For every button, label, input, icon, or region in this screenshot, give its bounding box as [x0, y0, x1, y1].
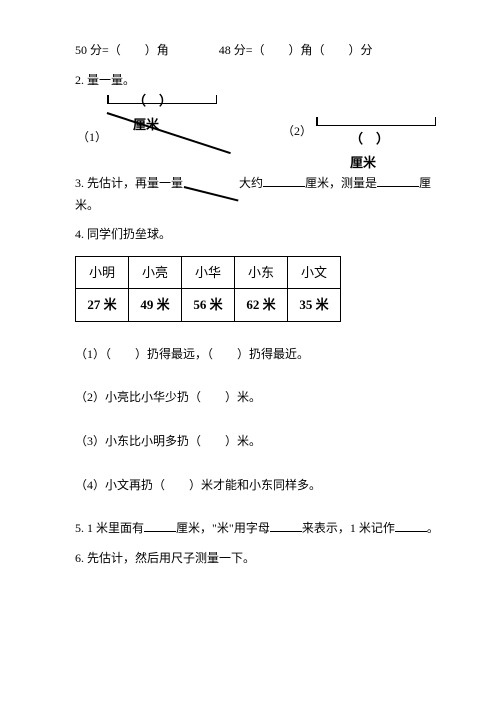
q5-mid1: 厘米，"米"用字母	[176, 521, 270, 535]
table-cell: 27 米	[76, 289, 129, 321]
question-1: 50 分=（ ）角 48 分=（ ）角（ ）分	[75, 40, 445, 62]
table-header: 小亮	[129, 256, 182, 288]
q3-line	[184, 186, 239, 201]
question-6: 6. 先估计，然后用尺子测量一下。	[75, 548, 445, 570]
q3-blank-2	[377, 174, 419, 187]
table-cell: 62 米	[235, 289, 288, 321]
q5-blank-3	[395, 519, 427, 532]
diagram-1-number: （1）	[77, 127, 107, 149]
q3-blank-1	[263, 174, 305, 187]
q4-sub4: （4）小文再扔（ ）米才能和小东同样多。	[75, 475, 445, 497]
q5-prefix: 5. 1 米里面有	[75, 521, 144, 535]
q5-mid2: 来表示，1 米记作	[302, 521, 395, 535]
q4-table: 小明 小亮 小华 小东 小文 27 米 49 米 56 米 62 米 35 米	[75, 256, 341, 322]
table-row: 27 米 49 米 56 米 62 米 35 米	[76, 289, 341, 321]
question-2-diagram: （ ）厘米 （1） （2） （ ）厘米	[75, 99, 445, 169]
diagram-2-number: （2）	[282, 121, 312, 143]
table-header: 小文	[288, 256, 341, 288]
question-5: 5. 1 米里面有 厘米，"米"用字母 来表示，1 米记作 。	[75, 518, 445, 540]
question-4-title: 4. 同学们扔垒球。	[75, 224, 445, 246]
q1-part-a: 50 分=（ ）角	[75, 40, 169, 62]
q5-blank-1	[144, 519, 176, 532]
diagram-1-label: （ ）厘米	[133, 89, 172, 136]
q3-prefix: 3. 先估计，再量一量	[75, 176, 183, 190]
diagram-2-label: （ ）厘米	[350, 127, 389, 174]
table-header: 小明	[76, 256, 129, 288]
q5-suffix: 。	[427, 521, 439, 535]
q3-unit1: 厘米，测量是	[305, 176, 377, 190]
q5-blank-2	[270, 519, 302, 532]
table-cell: 49 米	[129, 289, 182, 321]
q4-sub3: （3）小东比小明多扔（ ）米。	[75, 431, 445, 453]
table-header: 小东	[235, 256, 288, 288]
q1-part-b: 48 分=（ ）角（ ）分	[219, 40, 373, 62]
table-cell: 56 米	[182, 289, 235, 321]
q4-sub1: （1）（ ）扔得最远，（ ）扔得最近。	[75, 344, 445, 366]
table-row: 小明 小亮 小华 小东 小文	[76, 256, 341, 288]
question-3: 3. 先估计，再量一量 大约厘米，测量是厘米。	[75, 173, 445, 216]
q3-middle: 大约	[239, 176, 263, 190]
table-header: 小华	[182, 256, 235, 288]
table-cell: 35 米	[288, 289, 341, 321]
question-2-title: 2. 量一量。	[75, 70, 445, 92]
q4-sub2: （2）小亮比小华少扔（ ）米。	[75, 387, 445, 409]
